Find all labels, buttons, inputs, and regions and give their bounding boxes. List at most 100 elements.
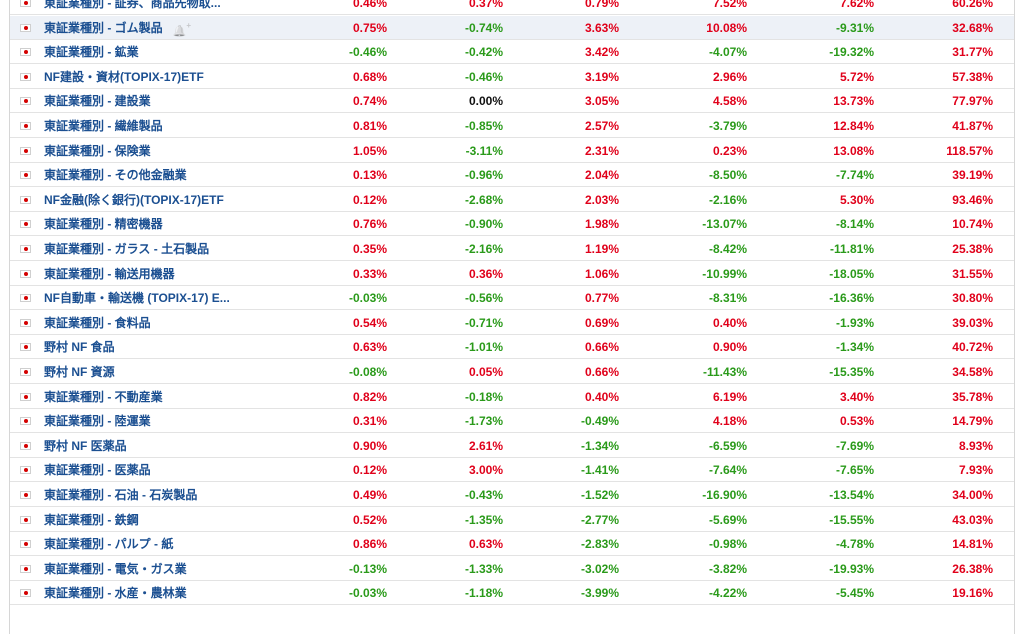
instrument-name-link[interactable]: 東証業種別 - 不動産業 [44, 385, 274, 409]
change-value-col6: 77.97% [952, 94, 993, 109]
change-value-col2: -2.68% [464, 192, 503, 207]
table-row[interactable]: 野村 NF 食品 0.63% -1.01% 0.66% 0.90% -1.34% 40.72… [10, 335, 1014, 360]
instrument-name-link[interactable]: 東証業種別 - 輸送用機器 [44, 262, 274, 286]
change-value-col5: -1.93% [835, 315, 874, 330]
table-row[interactable]: 野村 NF 医薬品 0.90% 2.61% -1.34% -6.59% -7.69% 8.9… [10, 434, 1014, 458]
table-row[interactable]: 東証業種別 - その他金融業 0.13% -0.96% 2.04% -8.50% -7.7… [10, 163, 1014, 188]
change-value-col4: 0.90% [712, 340, 747, 355]
table-row[interactable]: 東証業種別 - 医薬品 0.12% 3.00% -1.41% -7.64% -7.65% 7… [10, 458, 1014, 483]
add-alert-bell-icon[interactable]: 🔔+ [172, 20, 192, 38]
table-row[interactable]: 東証業種別 - 繊維製品 0.81% -0.85% 2.57% -3.79% 12.84%… [10, 114, 1014, 138]
japan-flag-icon [20, 564, 31, 573]
instrument-name-link[interactable]: 東証業種別 - 鉄鋼 [44, 508, 274, 532]
change-value-col2: 0.00% [468, 94, 503, 109]
change-value-col6: 35.78% [952, 389, 993, 404]
table-row[interactable]: 東証業種別 - 保険業 1.05% -3.11% 2.31% 0.23% 13.08% 11… [10, 139, 1014, 163]
instrument-name-link[interactable]: 東証業種別 - 陸運業 [44, 409, 274, 433]
japan-flag-icon [20, 0, 31, 7]
table-row[interactable]: 東証業種別 - 建設業 0.74% 0.00% 3.05% 4.58% 13.73% 77.… [10, 89, 1014, 114]
table-row[interactable]: 東証業種別 - 不動産業 0.82% -0.18% 0.40% 6.19% 3.40% 35… [10, 385, 1014, 409]
change-value-col1: 0.12% [352, 192, 387, 207]
change-value-col3: 1.06% [584, 266, 619, 281]
change-value-col4: -13.07% [702, 217, 747, 232]
change-value-col2: -1.33% [464, 561, 503, 576]
change-value-col3: 0.40% [584, 389, 619, 404]
instrument-name-link[interactable]: 東証業種別 - 石油 - 石炭製品 [44, 483, 274, 507]
instrument-name-link[interactable]: 東証業種別 - ガラス - 土石製品 [44, 237, 274, 261]
change-value-col5: -4.78% [835, 537, 874, 552]
table-row[interactable]: 東証業種別 - 電気・ガス業 -0.13% -1.33% -3.02% -3.82% -1… [10, 557, 1014, 581]
instrument-name-link[interactable]: NF金融(除く銀行)(TOPIX-17)ETF [44, 188, 274, 212]
instrument-name-link[interactable]: 東証業種別 - 繊維製品 [44, 114, 274, 138]
table-row[interactable]: 東証業種別 - ゴム製品 🔔+ 0.75% -0.74% 3.63% 10.08% -9.3… [10, 15, 1014, 40]
change-value-col2: -0.96% [464, 168, 503, 183]
instrument-name-link[interactable]: 東証業種別 - その他金融業 [44, 163, 274, 187]
change-value-col6: 14.81% [952, 537, 993, 552]
table-row[interactable]: 東証業種別 - 陸運業 0.31% -1.73% -0.49% 4.18% 0.53% 14… [10, 409, 1014, 434]
instrument-name-link[interactable]: 東証業種別 - 電気・ガス業 [44, 557, 274, 581]
instrument-name: NF建設・資材(TOPIX-17)ETF [44, 69, 204, 84]
instrument-name-link[interactable]: 東証業種別 - 保険業 [44, 139, 274, 163]
japan-flag-icon [20, 466, 31, 475]
instrument-name-link[interactable]: 東証業種別 - 食料品 [44, 311, 274, 335]
change-value-col1: 0.86% [352, 537, 387, 552]
change-value-col1: 0.35% [352, 242, 387, 256]
change-value-col1: 0.33% [352, 266, 387, 281]
japan-flag-icon [20, 589, 31, 598]
instrument-name: 東証業種別 - 建設業 [44, 94, 151, 109]
change-value-col6: 39.03% [952, 315, 993, 330]
change-value-col1: -0.03% [348, 291, 387, 306]
japan-flag-icon [20, 269, 31, 278]
change-value-col6: 31.55% [952, 266, 993, 281]
change-value-col5: -15.35% [829, 365, 874, 379]
change-value-col5: -11.81% [829, 242, 874, 256]
instrument-name: 東証業種別 - ゴム製品 [44, 20, 163, 35]
change-value-col2: 0.37% [468, 0, 503, 10]
table-row[interactable]: 東証業種別 - ガラス - 土石製品 0.35% -2.16% 1.19% -8.42%… [10, 237, 1014, 261]
table-row[interactable]: NF金融(除く銀行)(TOPIX-17)ETF 0.12% -2.68% 2.03% -… [10, 188, 1014, 212]
change-value-col5: -19.93% [829, 561, 874, 576]
instrument-name-link[interactable]: 東証業種別 - 精密機器 [44, 212, 274, 236]
table-row[interactable]: 東証業種別 - 輸送用機器 0.33% 0.36% 1.06% -10.99% -18.0… [10, 262, 1014, 286]
japan-flag-icon [20, 540, 31, 549]
instrument-name: 野村 NF 食品 [44, 340, 115, 355]
change-value-col2: 3.00% [468, 463, 503, 478]
change-value-col6: 41.87% [952, 119, 993, 133]
table-row[interactable]: 東証業種別 - 証券、商品先物取... 0.46% 0.37% 0.79% 7.52% 7… [10, 0, 1014, 15]
table-row[interactable]: 東証業種別 - 精密機器 0.76% -0.90% 1.98% -13.07% -8.14… [10, 212, 1014, 237]
change-value-col5: 5.30% [839, 192, 874, 207]
change-value-col5: -8.14% [835, 217, 874, 232]
table-row[interactable]: 野村 NF 資源 -0.08% 0.05% 0.66% -11.43% -15.35% 34… [10, 360, 1014, 384]
japan-flag-icon [20, 245, 31, 253]
table-row[interactable]: 東証業種別 - 鉄鋼 0.52% -1.35% -2.77% -5.69% -15.55%… [10, 508, 1014, 532]
instrument-name-link[interactable]: 東証業種別 - パルプ - 紙 [44, 532, 274, 556]
japan-flag-icon [20, 195, 31, 204]
change-value-col1: 0.49% [352, 488, 387, 502]
change-value-col4: 0.23% [712, 143, 747, 158]
change-value-col3: 1.98% [584, 217, 619, 232]
table-row[interactable]: 東証業種別 - 水産・農林業 -0.03% -1.18% -3.99% -4.22% -5… [10, 581, 1014, 606]
change-value-col2: -0.74% [464, 20, 503, 35]
instrument-name-link[interactable]: 野村 NF 資源 [44, 360, 274, 384]
instrument-name-link[interactable]: 東証業種別 - 建設業 [44, 89, 274, 113]
table-row[interactable]: 東証業種別 - 鉱業 -0.46% -0.42% 3.42% -4.07% -19.32%… [10, 40, 1014, 65]
instrument-name-link[interactable]: 野村 NF 医薬品 [44, 434, 274, 458]
table-row[interactable]: NF自動車・輸送機 (TOPIX-17) E... -0.03% -0.56% 0.7… [10, 286, 1014, 311]
instrument-name-link[interactable]: 東証業種別 - 医薬品 [44, 458, 274, 482]
instrument-name-link[interactable]: NF自動車・輸送機 (TOPIX-17) E... [44, 286, 274, 310]
instrument-name-link[interactable]: 東証業種別 - 水産・農林業 [44, 581, 274, 605]
change-value-col2: -1.73% [464, 414, 503, 429]
instrument-name-link[interactable]: 東証業種別 - 鉱業 [44, 40, 274, 64]
change-value-col1: 1.05% [352, 143, 387, 158]
table-row[interactable]: NF建設・資材(TOPIX-17)ETF 0.68% -0.46% 3.19% 2.96… [10, 65, 1014, 89]
change-value-col6: 14.79% [952, 414, 993, 429]
instrument-name-link[interactable]: 東証業種別 - ゴム製品 🔔+ [44, 16, 274, 40]
table-row[interactable]: 東証業種別 - パルプ - 紙 0.86% 0.63% -2.83% -0.98% -4.… [10, 532, 1014, 557]
instrument-name-link[interactable]: 野村 NF 食品 [44, 335, 274, 359]
table-row[interactable]: 東証業種別 - 石油 - 石炭製品 0.49% -0.43% -1.52% -16.90… [10, 483, 1014, 507]
table-row[interactable]: 東証業種別 - 食料品 0.54% -0.71% 0.69% 0.40% -1.93% 39… [10, 311, 1014, 335]
change-value-col3: 2.04% [584, 168, 619, 183]
change-value-col5: 0.53% [839, 414, 874, 429]
instrument-name-link[interactable]: NF建設・資材(TOPIX-17)ETF [44, 65, 274, 89]
instrument-name-link[interactable]: 東証業種別 - 証券、商品先物取... [44, 0, 274, 15]
